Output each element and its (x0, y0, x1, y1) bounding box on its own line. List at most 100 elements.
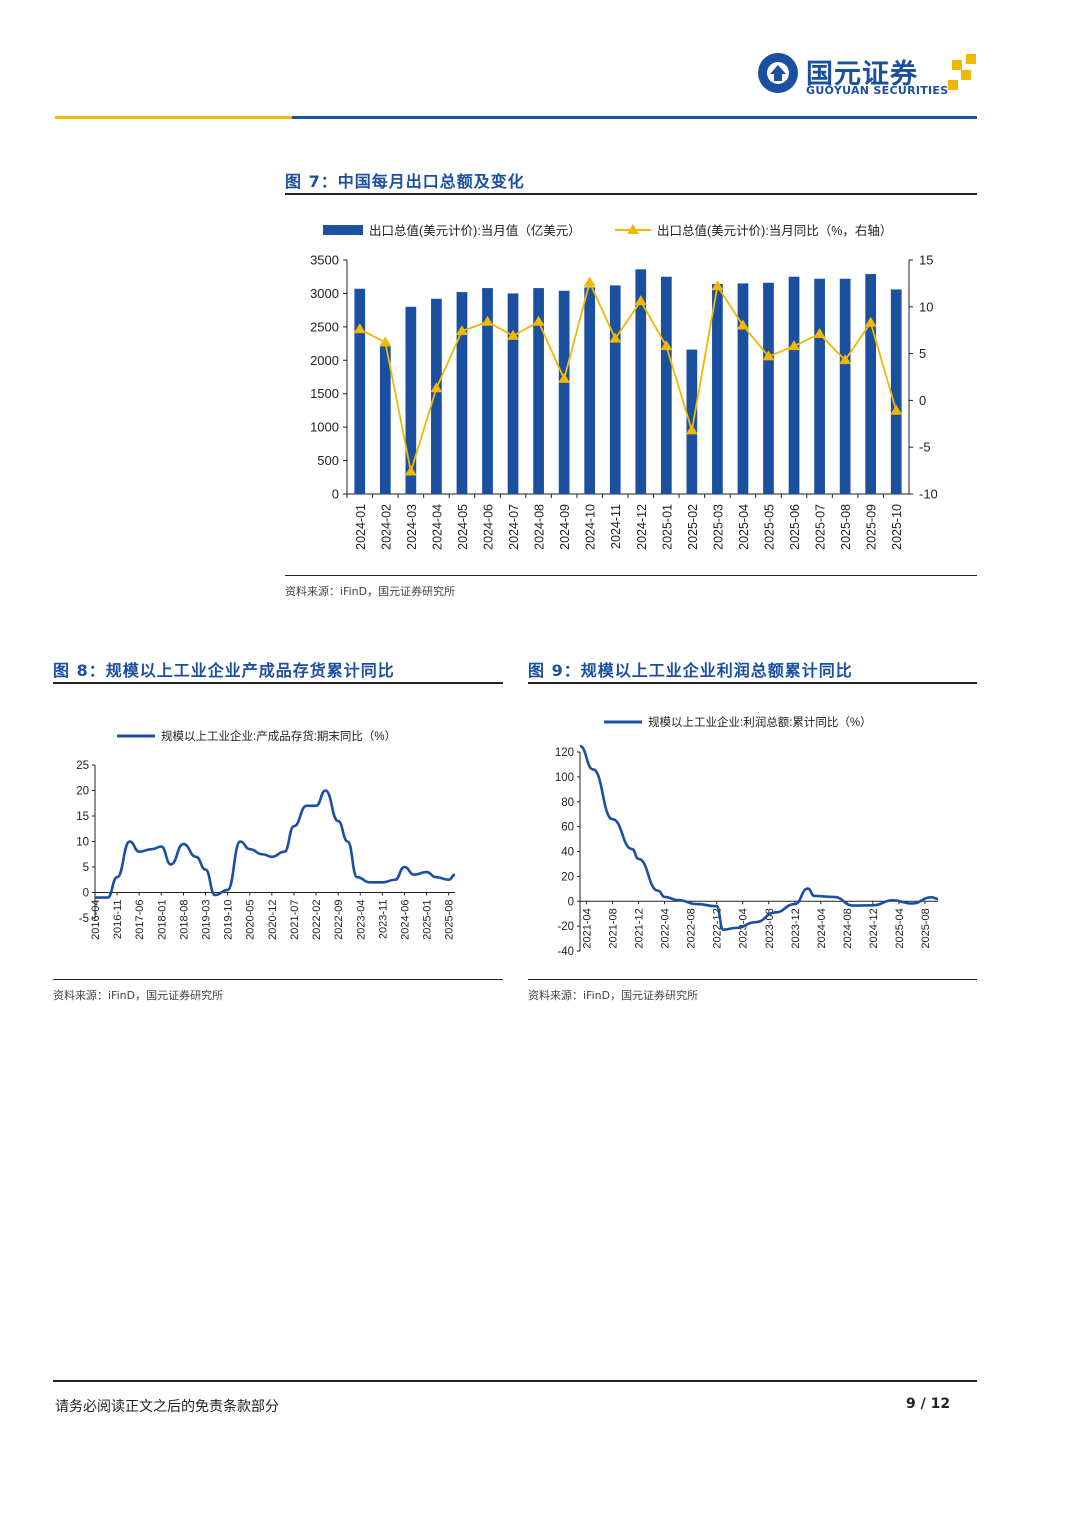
fig8-xtick-label: 2025-08 (444, 900, 456, 940)
fig7-bar (839, 278, 851, 494)
fig7-xtick-label: 2025-04 (737, 504, 751, 550)
fig8-ytick-label: -5 (79, 913, 89, 925)
fig9-bottom-rule (528, 979, 977, 980)
fig7-ytick-left-label: 1500 (310, 386, 339, 401)
fig9-xtick-label: 2021-04 (582, 908, 594, 948)
fig7-title: 图 7：中国每月出口总额及变化 (285, 172, 525, 191)
fig7-line-point (685, 424, 698, 435)
fig7-xtick-label: 2024-11 (609, 504, 623, 549)
fig8-xtick-label: 2021-07 (289, 900, 301, 940)
fig9-xtick-label: 2022-04 (660, 908, 672, 948)
fig8-xtick-label: 2020-05 (245, 900, 257, 940)
fig7-xtick-label: 2024-07 (507, 504, 521, 550)
fig8-xtick-label: 2019-10 (223, 900, 235, 940)
fig8-xtick-label: 2023-11 (377, 900, 389, 940)
header-rule-blue (292, 116, 977, 119)
fig7-bar (763, 282, 774, 494)
fig9-xtick-label: 2021-08 (608, 908, 620, 948)
brand-logo-mark-icon (758, 53, 976, 93)
fig7-bar (660, 276, 672, 494)
fig7-line-point (890, 404, 903, 415)
fig7-xtick-label: 2024-08 (533, 504, 547, 550)
fig7-line-point (353, 323, 366, 334)
fig9-xtick-label: 2025-04 (894, 908, 906, 948)
fig7-ytick-left-label: 3000 (310, 286, 339, 301)
fig7-source: 资料来源：iFinD，国元证券研究所 (285, 585, 456, 598)
fig8-title: 图 8：规模以上工业企业产成品存货累计同比 (53, 661, 395, 680)
fig8-ytick-label: 20 (76, 786, 89, 798)
fig7-ytick-left-label: 500 (317, 453, 339, 468)
fig8-xtick-label: 2018-01 (156, 900, 168, 940)
fig9-ytick-label: 20 (561, 871, 574, 883)
fig7-bar (737, 283, 749, 494)
fig9-chart: 规模以上工业企业:利润总额:累计同比（%） -40 -20 0 20 40 60 80 100 1… (555, 715, 939, 958)
fig7-line-point (404, 465, 417, 476)
fig7-chart: 出口总值(美元计价):当月值（亿美元） 出口总值(美元计价):当月同比（%，右轴）… (310, 223, 938, 550)
fig7-ytick-right-label: 0 (919, 393, 926, 408)
fig8-xtick-label: 2016-11 (112, 900, 124, 940)
page-number: 9 / 12 (906, 1396, 951, 1412)
fig9-xtick-label: 2022-08 (686, 908, 698, 948)
fig8-source: 资料来源：iFinD，国元证券研究所 (53, 989, 224, 1002)
fig8-xtick-label: 2022-02 (311, 900, 323, 940)
fig7-xtick-label: 2024-02 (379, 504, 393, 550)
fig7-ytick-right-label: 10 (919, 299, 933, 314)
fig7-xtick-label: 2024-09 (558, 504, 572, 550)
fig9-source: 资料来源：iFinD，国元证券研究所 (528, 989, 699, 1002)
fig7-xtick-label: 2025-02 (686, 504, 700, 550)
fig9-legend-label: 规模以上工业企业:利润总额:累计同比（%） (648, 715, 872, 729)
fig9-xtick-label: 2024-04 (816, 908, 828, 948)
fig8-xtick-label: 2025-01 (422, 900, 434, 940)
fig7-line-point (507, 329, 520, 340)
fig7-xtick-label: 2024-04 (430, 504, 444, 550)
fig8-ytick-label: 15 (76, 811, 89, 823)
fig9-ytick-label: 40 (561, 847, 574, 859)
fig7-ytick-left-label: 1000 (310, 420, 339, 435)
fig9-xtick-label: 2024-12 (868, 908, 880, 948)
fig7-line-point (532, 315, 545, 326)
fig7-bar (456, 292, 468, 494)
fig7-legend-bar-swatch (323, 225, 363, 235)
fig9-ytick-label: 120 (555, 747, 574, 759)
fig7-xtick-label: 2024-01 (354, 504, 368, 550)
fig8-xtick-label: 2022-09 (333, 900, 345, 940)
fig7-xtick-label: 2024-06 (482, 504, 496, 550)
header-rule-gold (55, 116, 292, 119)
fig9-xtick-label: 2023-04 (738, 908, 750, 948)
fig8-xtick-label: 2023-04 (355, 900, 367, 940)
fig8-legend-label: 规模以上工业企业:产成品存货:期末同比（%） (161, 729, 396, 743)
fig7-line-point (864, 316, 877, 327)
fig7-xtick-label: 2024-10 (584, 504, 598, 550)
fig7-legend-line-label: 出口总值(美元计价):当月同比（%，右轴） (657, 223, 892, 238)
fig8-xtick-label: 2019-03 (201, 900, 213, 940)
fig7-xtick-label: 2025-10 (890, 504, 904, 550)
footer-disclaimer: 请务必阅读正文之后的免责条款部分 (55, 1399, 279, 1415)
fig7-xtick-label: 2025-05 (763, 504, 777, 550)
fig7-bar (890, 289, 902, 494)
fig7-ytick-right-label: 15 (919, 253, 933, 268)
fig7-line-point (430, 382, 443, 393)
fig9-title: 图 9：规模以上工业企业利润总额累计同比 (528, 661, 853, 680)
fig9-xtick-label: 2023-08 (764, 908, 776, 948)
fig7-bar (431, 298, 442, 494)
fig9-series-line (579, 744, 939, 932)
fig7-xtick-label: 2025-01 (660, 504, 674, 550)
brand-logo (756, 50, 986, 100)
fig7-bar (354, 288, 366, 494)
fig7-legend-triangle-icon (627, 224, 639, 234)
fig7-xtick-label: 2025-06 (788, 504, 802, 550)
fig7-ytick-left-label: 2000 (310, 353, 339, 368)
fig7-line-point (481, 315, 494, 326)
fig9-ytick-label: 100 (555, 772, 574, 784)
fig7-line-point (634, 295, 647, 306)
fig9-xtick-label: 2023-12 (790, 908, 802, 948)
fig7-ytick-left-label: 0 (332, 487, 339, 502)
fig8-xtick-label: 2016-04 (90, 900, 102, 940)
fig7-bar (558, 290, 570, 494)
fig9-ytick-label: -20 (557, 921, 574, 933)
fig7-xtick-label: 2024-03 (405, 504, 419, 550)
fig7-bar (712, 284, 723, 494)
fig7-bar (584, 287, 596, 494)
fig7-xtick-label: 2024-05 (456, 504, 470, 550)
fig7-xtick-label: 2025-03 (711, 504, 725, 550)
